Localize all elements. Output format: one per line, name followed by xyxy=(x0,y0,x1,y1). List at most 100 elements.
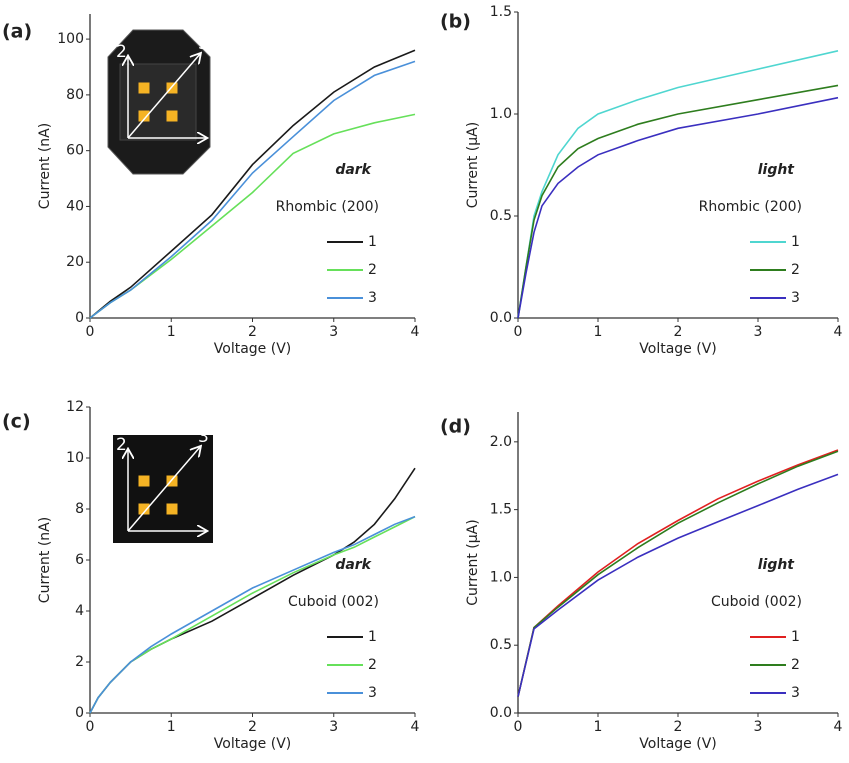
legend-title: Cuboid (002) xyxy=(711,594,802,610)
annotation: dark xyxy=(335,162,372,178)
legend-label: 2 xyxy=(368,262,377,278)
y-tick-label: 1.0 xyxy=(490,106,512,122)
x-axis-label: Voltage (V) xyxy=(214,736,291,752)
x-tick-label: 2 xyxy=(248,324,257,340)
x-tick-label: 3 xyxy=(329,324,338,340)
panel-label: (c) xyxy=(2,411,31,433)
inset-electrode xyxy=(138,475,150,487)
y-tick-label: 8 xyxy=(75,501,84,517)
legend-label: 3 xyxy=(368,685,377,701)
y-tick-label: 100 xyxy=(57,31,84,47)
inset-electrode xyxy=(138,110,150,122)
legend-label: 2 xyxy=(791,262,800,278)
x-tick-label: 0 xyxy=(514,324,523,340)
data-line xyxy=(517,50,839,319)
y-tick-label: 4 xyxy=(75,603,84,619)
legend-label: 3 xyxy=(368,290,377,306)
x-tick-label: 1 xyxy=(594,719,603,735)
legend-label: 2 xyxy=(791,657,800,673)
y-tick-label: 20 xyxy=(66,254,84,270)
data-line xyxy=(89,515,416,714)
legend-label: 3 xyxy=(791,290,800,306)
x-tick-label: 3 xyxy=(754,324,763,340)
panel-label: (d) xyxy=(440,416,471,438)
legend-title: Rhombic (200) xyxy=(699,199,802,215)
y-tick-label: 2 xyxy=(75,654,84,670)
y-tick-label: 6 xyxy=(75,552,84,568)
data-line xyxy=(89,60,416,319)
inset-electrode xyxy=(138,82,150,94)
y-tick-label: 0 xyxy=(75,310,84,326)
panel-label: (a) xyxy=(2,21,32,43)
y-tick-label: 1.0 xyxy=(490,569,512,585)
inset-arrow xyxy=(127,54,200,139)
y-tick-label: 12 xyxy=(66,399,84,415)
annotation: dark xyxy=(335,557,372,573)
y-axis-label: Current (nA) xyxy=(37,123,53,209)
legend-label: 1 xyxy=(368,629,377,645)
y-axis-label: Current (μA) xyxy=(465,122,481,208)
legend-title: Rhombic (200) xyxy=(276,199,379,215)
y-tick-label: 40 xyxy=(66,198,84,214)
x-tick-label: 0 xyxy=(86,324,95,340)
y-tick-label: 1.5 xyxy=(490,502,512,518)
x-axis-label: Voltage (V) xyxy=(639,341,716,357)
data-line xyxy=(517,449,839,697)
inset-label: 3 xyxy=(198,34,209,54)
y-tick-label: 2.0 xyxy=(490,434,512,450)
inset-label: 3 xyxy=(198,427,209,447)
y-tick-label: 0.0 xyxy=(490,705,512,721)
y-tick-label: 0.5 xyxy=(490,637,512,653)
x-tick-label: 4 xyxy=(411,719,420,735)
y-tick-label: 0 xyxy=(75,705,84,721)
data-line xyxy=(89,49,416,319)
legend-label: 1 xyxy=(791,234,800,250)
data-line xyxy=(517,450,839,697)
legend-label: 2 xyxy=(368,657,377,673)
x-tick-label: 4 xyxy=(834,324,843,340)
inset-arrow xyxy=(127,447,200,532)
x-tick-label: 2 xyxy=(674,324,683,340)
x-tick-label: 1 xyxy=(594,324,603,340)
legend-label: 1 xyxy=(791,629,800,645)
x-tick-label: 0 xyxy=(86,719,95,735)
inset-electrode xyxy=(166,110,178,122)
y-tick-label: 0.5 xyxy=(490,208,512,224)
inset-label: 1 xyxy=(214,132,225,152)
x-tick-label: 2 xyxy=(248,719,257,735)
y-axis-label: Current (μA) xyxy=(465,519,481,605)
inset-label: 2 xyxy=(116,42,127,62)
x-tick-label: 3 xyxy=(754,719,763,735)
x-axis-label: Voltage (V) xyxy=(214,341,291,357)
inset-electrode xyxy=(166,82,178,94)
panel-label: (b) xyxy=(440,11,471,33)
x-axis-label: Voltage (V) xyxy=(639,736,716,752)
legend-title: Cuboid (002) xyxy=(288,594,379,610)
x-tick-label: 1 xyxy=(167,719,176,735)
inset-electrode xyxy=(166,503,178,515)
inset-electrode xyxy=(166,475,178,487)
x-tick-label: 2 xyxy=(674,719,683,735)
y-tick-label: 10 xyxy=(66,450,84,466)
x-tick-label: 3 xyxy=(329,719,338,735)
y-tick-label: 60 xyxy=(66,143,84,159)
y-tick-label: 0.0 xyxy=(490,310,512,326)
annotation: light xyxy=(758,557,796,573)
x-tick-label: 1 xyxy=(167,324,176,340)
annotation: light xyxy=(758,162,796,178)
data-line xyxy=(517,473,839,697)
inset-label: 2 xyxy=(116,435,127,455)
data-line xyxy=(517,84,839,319)
data-line xyxy=(89,515,416,714)
legend-label: 3 xyxy=(791,685,800,701)
y-tick-label: 80 xyxy=(66,87,84,103)
inset-label: 1 xyxy=(214,525,225,545)
x-tick-label: 4 xyxy=(834,719,843,735)
data-line xyxy=(517,96,839,319)
y-tick-label: 1.5 xyxy=(490,4,512,20)
legend-label: 1 xyxy=(368,234,377,250)
y-axis-label: Current (nA) xyxy=(37,517,53,603)
inset-electrode xyxy=(138,503,150,515)
